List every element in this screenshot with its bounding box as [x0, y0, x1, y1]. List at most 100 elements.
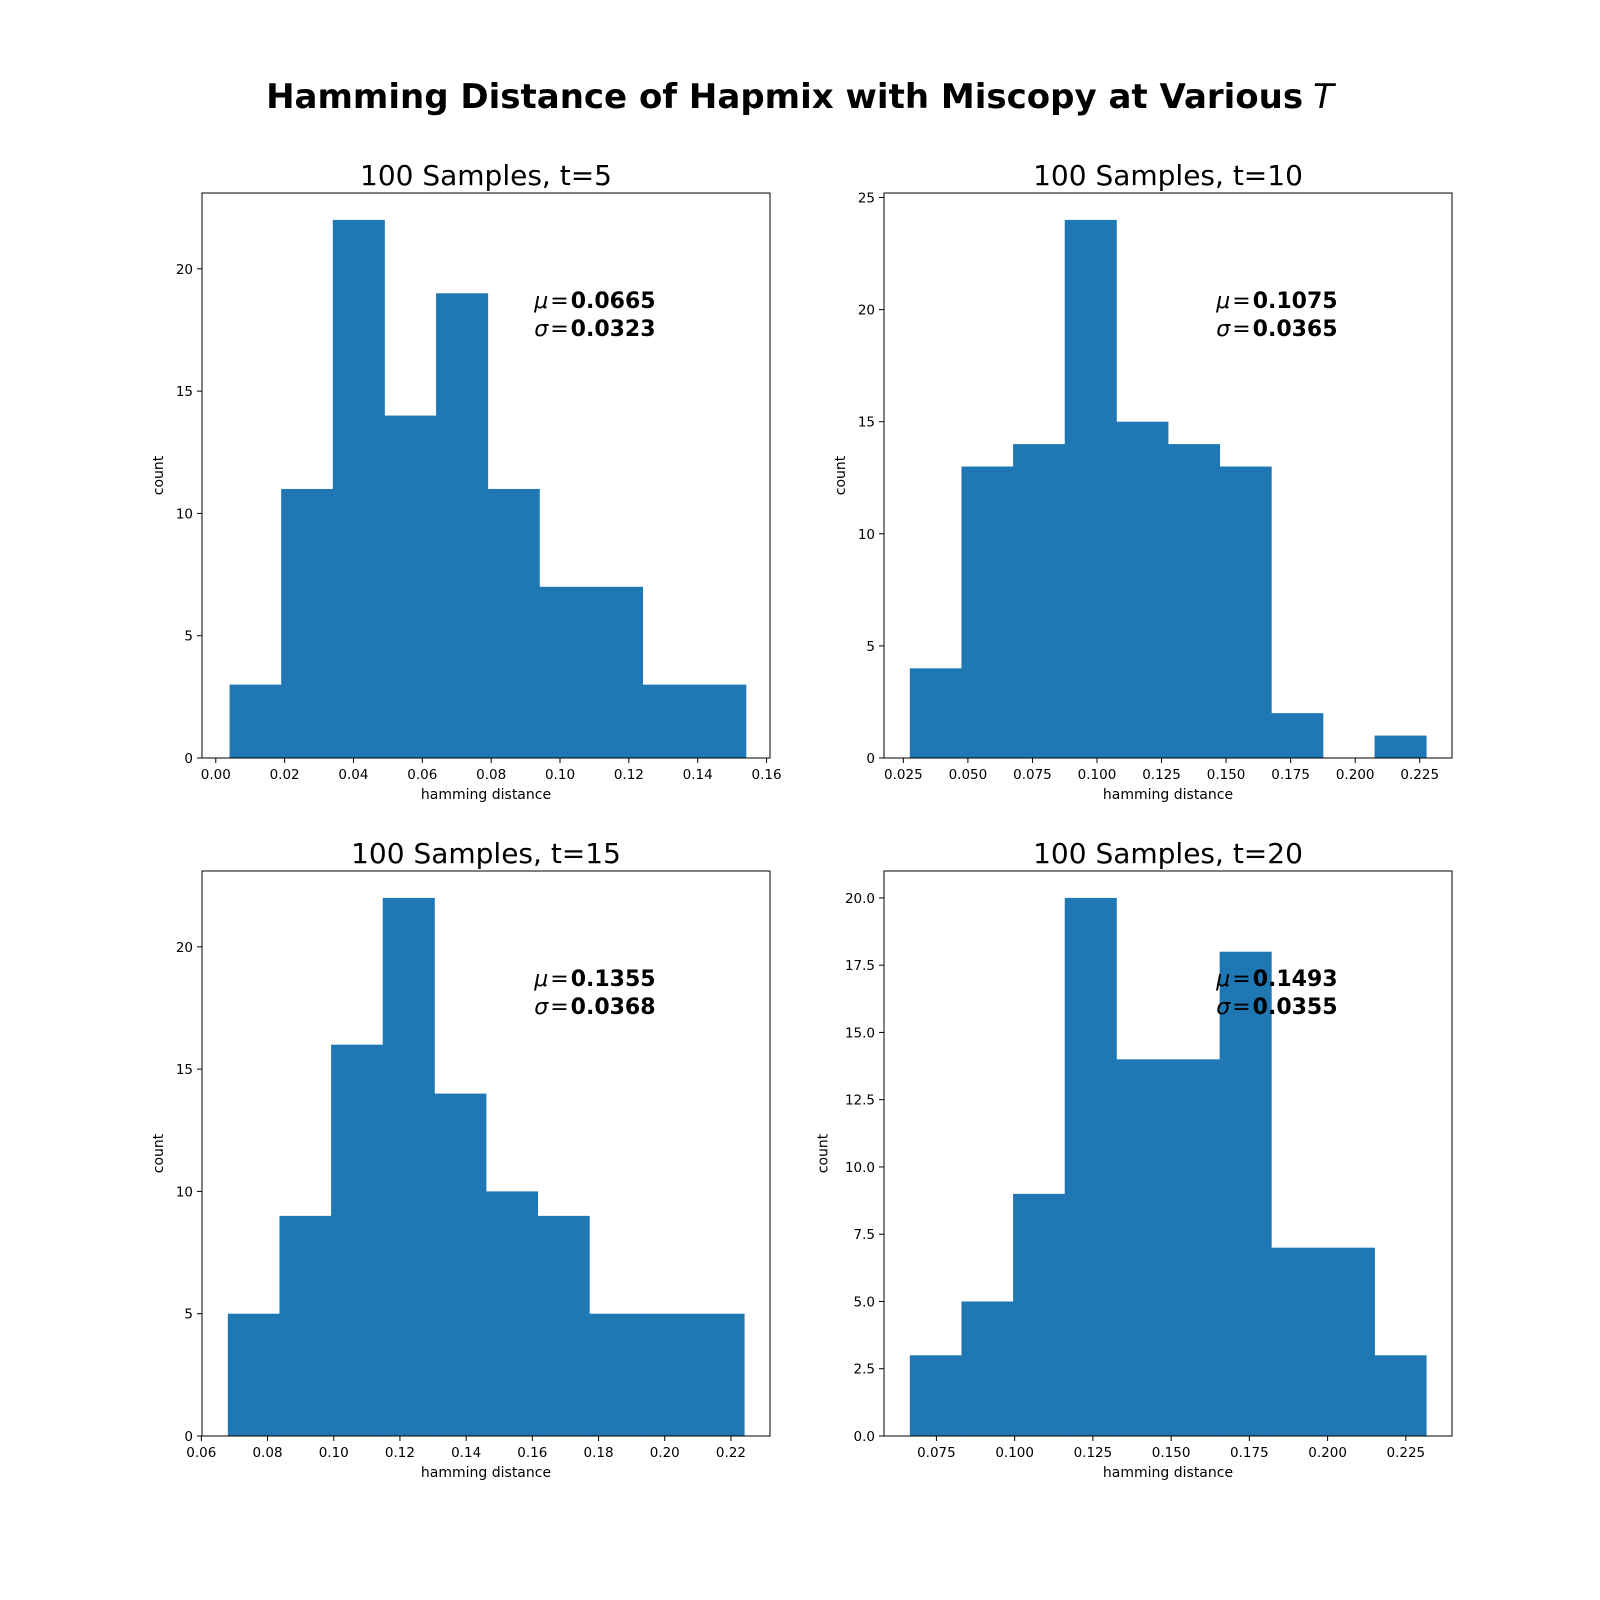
axes-frame [201, 870, 771, 1437]
histogram-bar [909, 668, 962, 758]
x-tick-label: 0.12 [385, 1445, 415, 1461]
histogram-bar [589, 1313, 642, 1436]
x-tick-label: 0.06 [407, 767, 437, 783]
histogram-bar [331, 1044, 384, 1436]
histogram-bar [961, 1301, 1014, 1436]
mean-annotation-value: 0.1493 [1253, 967, 1338, 992]
mean-annotation-equals: = [1232, 289, 1250, 314]
x-tick-label: 0.025 [884, 767, 923, 783]
y-tick-label: 15.0 [845, 1025, 875, 1041]
mean-annotation-equals: = [1232, 967, 1250, 992]
x-tick-label: 0.075 [1013, 767, 1052, 783]
histogram-panel-4: 0.075 0.100 0.125 0.150 0.175 0.200 0.225 0.0 2.… [816, 837, 1453, 1481]
histogram-bar [640, 1313, 693, 1436]
y-tick-label: 20 [858, 303, 875, 319]
std-annotation-value: 0.0355 [1253, 995, 1338, 1020]
y-tick-label: 10.0 [845, 1160, 875, 1176]
mean-annotation: μ=0.1355 [533, 967, 655, 992]
histogram-bar [332, 219, 385, 758]
mean-annotation: μ=0.0665 [533, 289, 655, 314]
y-tick-label: 5.0 [854, 1294, 875, 1310]
x-tick-label: 0.20 [650, 1445, 680, 1461]
subplot-title: 100 Samples, t=20 [1033, 837, 1303, 870]
histogram-bar [384, 415, 437, 758]
histogram-bar [692, 1313, 745, 1436]
std-annotation-equals: = [550, 317, 568, 342]
std-annotation: σ=0.0365 [1216, 317, 1337, 342]
y-tick-label: 7.5 [854, 1227, 875, 1243]
histogram-bar [382, 897, 435, 1436]
std-annotation-value: 0.0365 [1253, 317, 1338, 342]
mean-annotation-symbol: μ [533, 289, 548, 314]
x-tick-label: 0.150 [1207, 767, 1246, 783]
mean-annotation-symbol: μ [1215, 967, 1230, 992]
std-annotation-equals: = [550, 995, 568, 1020]
mean-annotation: μ=0.1493 [1215, 967, 1337, 992]
std-annotation: σ=0.0323 [534, 317, 655, 342]
histogram-panel-2: 0.025 0.050 0.075 0.100 0.125 0.150 0.175 0.200… [833, 159, 1453, 803]
y-tick-label: 17.5 [845, 958, 875, 974]
histogram-bar [434, 1093, 487, 1436]
y-tick-label: 12.5 [845, 1093, 875, 1109]
x-tick-label: 0.16 [752, 767, 782, 783]
histogram-bar [279, 1215, 332, 1436]
x-tick-label: 0.00 [201, 767, 231, 783]
x-tick-label: 0.08 [253, 1445, 283, 1461]
histogram-bar [1064, 897, 1117, 1436]
subplot-grid: 0.00 0.02 0.04 0.06 0.08 0.10 0.12 0.14 0.160510… [151, 159, 1453, 1481]
x-tick-label: 0.200 [1308, 1445, 1347, 1461]
x-tick-label: 0.075 [917, 1445, 956, 1461]
histogram-bar [436, 293, 489, 758]
histogram-bar [1116, 1059, 1169, 1436]
std-annotation-value: 0.0368 [571, 995, 656, 1020]
y-axis-label: count [151, 455, 167, 495]
histogram-bar [1374, 735, 1427, 758]
axes-frame [883, 870, 1453, 1437]
figure-title-text: Hamming Distance of Hapmix with Miscopy … [266, 77, 1303, 117]
x-axis-label: hamming distance [1103, 787, 1233, 803]
y-tick-label: 15 [858, 415, 875, 431]
y-tick-label: 0.0 [854, 1429, 875, 1445]
x-tick-label: 0.10 [545, 767, 575, 783]
std-annotation-symbol: σ [534, 317, 549, 342]
mean-annotation-equals: = [550, 967, 568, 992]
histogram-bar [1219, 466, 1272, 758]
histogram-bar [694, 684, 747, 758]
histogram-bar [961, 466, 1014, 758]
std-annotation-equals: = [1232, 995, 1250, 1020]
x-tick-label: 0.22 [716, 1445, 746, 1461]
x-tick-label: 0.100 [1078, 767, 1117, 783]
histogram-bar [1116, 421, 1169, 758]
histogram-bar [1374, 1355, 1427, 1436]
y-tick-label: 2.5 [854, 1362, 875, 1378]
y-tick-label: 15 [176, 1062, 193, 1078]
x-tick-label: 0.200 [1336, 767, 1375, 783]
std-annotation: σ=0.0368 [534, 995, 655, 1020]
mean-annotation-symbol: μ [1215, 289, 1230, 314]
x-tick-label: 0.225 [1400, 767, 1439, 783]
y-tick-label: 20 [176, 940, 193, 956]
y-tick-label: 0 [184, 751, 193, 767]
y-tick-label: 10 [176, 1184, 193, 1200]
x-tick-label: 0.10 [319, 1445, 349, 1461]
x-tick-label: 0.125 [1074, 1445, 1113, 1461]
x-tick-label: 0.175 [1230, 1445, 1269, 1461]
y-tick-label: 5 [184, 629, 193, 645]
x-tick-label: 0.125 [1142, 767, 1181, 783]
y-tick-label: 5 [184, 1307, 193, 1323]
histogram-bar [1064, 219, 1117, 758]
x-tick-label: 0.04 [338, 767, 368, 783]
std-annotation-value: 0.0323 [571, 317, 656, 342]
histogram-bar [642, 684, 695, 758]
axes-frame [201, 192, 771, 759]
mean-annotation-equals: = [550, 289, 568, 314]
x-tick-label: 0.08 [476, 767, 506, 783]
mean-annotation-value: 0.0665 [571, 289, 656, 314]
histogram-bar [1271, 1247, 1324, 1436]
histogram-bar [537, 1215, 590, 1436]
mean-annotation-symbol: μ [533, 967, 548, 992]
subplot-title: 100 Samples, t=5 [360, 159, 612, 192]
y-tick-label: 0 [184, 1429, 193, 1445]
std-annotation-symbol: σ [534, 995, 549, 1020]
